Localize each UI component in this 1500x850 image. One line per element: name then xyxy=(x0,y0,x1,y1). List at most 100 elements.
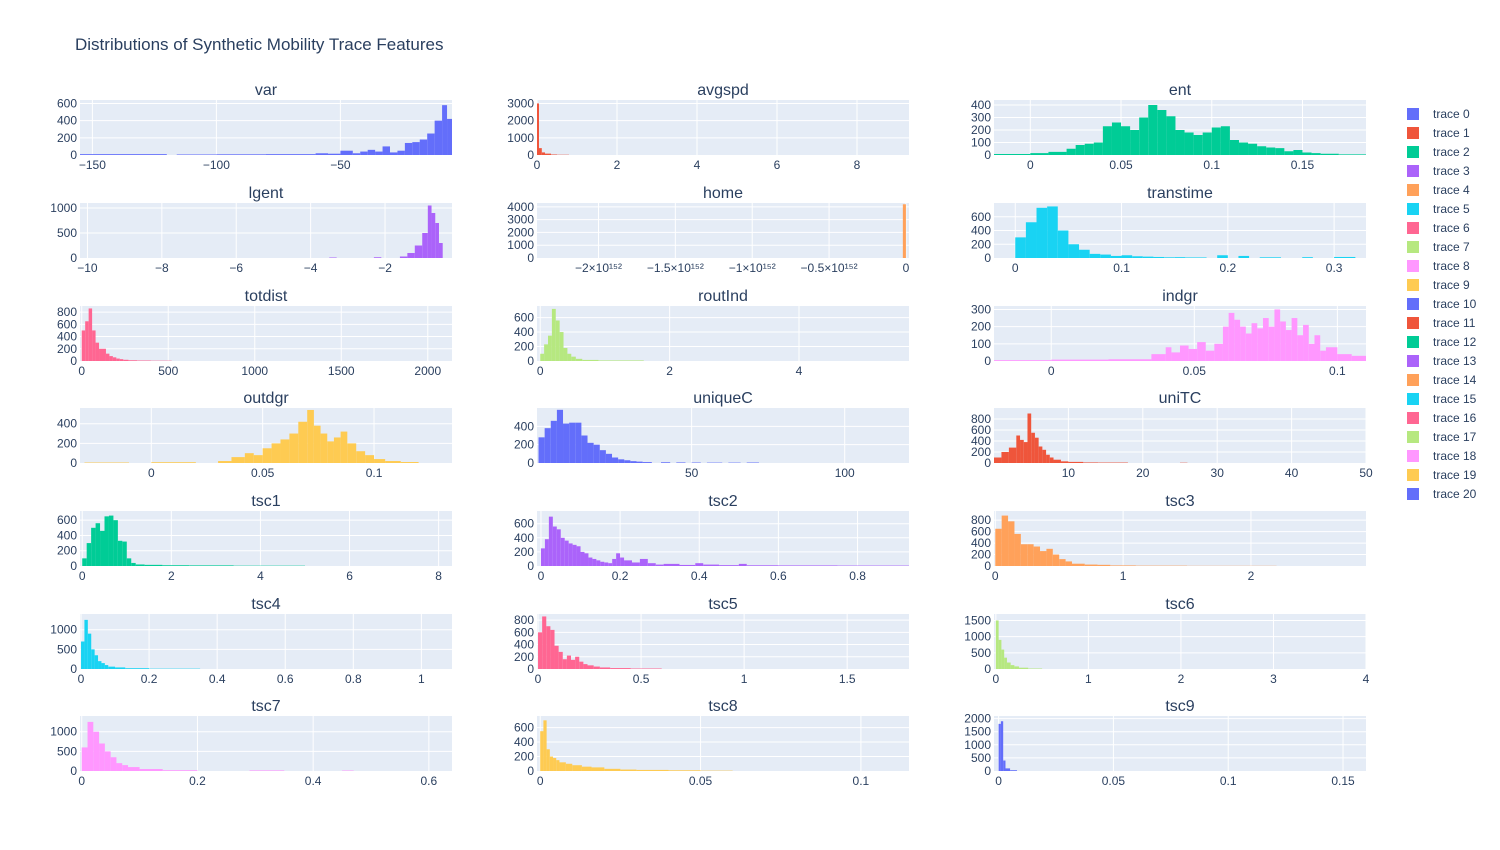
subplot-title: tsc3 xyxy=(1165,493,1194,510)
legend-item[interactable]: trace 5 xyxy=(1407,202,1470,216)
plot-area xyxy=(537,306,909,361)
figure-title: Distributions of Synthetic Mobility Trac… xyxy=(75,35,443,54)
x-tick-label: 0.15 xyxy=(1291,158,1315,172)
histogram-bar xyxy=(591,767,605,771)
histogram-bar xyxy=(1089,253,1101,258)
legend-item[interactable]: trace 16 xyxy=(1407,411,1477,425)
x-tick-label: 0.15 xyxy=(1331,774,1355,788)
histogram-bar xyxy=(1337,354,1352,361)
histogram-bar xyxy=(1284,151,1294,155)
legend-item[interactable]: trace 10 xyxy=(1407,297,1477,311)
legend-swatch xyxy=(1407,488,1419,500)
histogram-bar xyxy=(92,330,96,361)
histogram-bar xyxy=(1025,222,1037,258)
histogram-bar xyxy=(679,564,696,566)
legend-item[interactable]: trace 14 xyxy=(1407,373,1477,387)
histogram-bar xyxy=(1020,439,1024,463)
y-tick-label: 0 xyxy=(527,559,534,573)
histogram-bar xyxy=(382,146,390,155)
histogram-bar xyxy=(1259,257,1281,258)
legend-swatch xyxy=(1407,108,1419,120)
y-tick-label: 0 xyxy=(984,764,991,778)
histogram-bar xyxy=(1065,561,1072,566)
histogram-bar xyxy=(560,537,565,566)
plot-area xyxy=(537,614,909,669)
legend-item[interactable]: trace 12 xyxy=(1407,335,1477,349)
histogram-bar xyxy=(1303,324,1309,361)
legend-label: trace 15 xyxy=(1433,392,1477,406)
histogram-bar xyxy=(587,442,594,463)
legend-item[interactable]: trace 2 xyxy=(1407,145,1470,159)
legend-item[interactable]: trace 7 xyxy=(1407,240,1470,254)
histogram-bar xyxy=(559,332,564,361)
legend[interactable]: trace 0 trace 1 trace 2 trace 3 trace 4 trace… xyxy=(1407,107,1477,501)
histogram-bar xyxy=(1027,413,1032,463)
histogram-bar xyxy=(1034,437,1039,463)
histogram-bar xyxy=(151,462,196,463)
histogram-bar xyxy=(636,461,643,463)
x-tick-label: −150 xyxy=(79,158,106,172)
y-tick-label: 200 xyxy=(57,544,77,558)
histogram-bar xyxy=(1222,326,1229,361)
legend-item[interactable]: trace 9 xyxy=(1407,278,1470,292)
legend-label: trace 6 xyxy=(1433,221,1470,235)
legend-label: trace 2 xyxy=(1433,145,1470,159)
histogram-bar xyxy=(104,665,109,669)
histogram-bar xyxy=(549,756,554,771)
legend-item[interactable]: trace 4 xyxy=(1407,183,1470,197)
histogram-bar xyxy=(328,153,341,155)
histogram-bar xyxy=(1251,323,1258,361)
legend-item[interactable]: trace 0 xyxy=(1407,107,1470,121)
histogram-bar xyxy=(544,428,551,463)
histogram-bar xyxy=(610,668,631,669)
x-tick-label: 0.8 xyxy=(849,569,866,583)
histogram-bar xyxy=(1205,350,1215,361)
legend-item[interactable]: trace 13 xyxy=(1407,354,1477,368)
legend-item[interactable]: trace 19 xyxy=(1407,468,1477,482)
histogram-bar xyxy=(80,154,167,155)
histogram-bar xyxy=(1202,132,1212,155)
legend-item[interactable]: trace 6 xyxy=(1407,221,1470,235)
histogram-bar xyxy=(144,564,163,566)
y-tick-label: 0 xyxy=(527,251,534,265)
x-tick-label: 0.6 xyxy=(770,569,787,583)
legend-item[interactable]: trace 17 xyxy=(1407,430,1477,444)
legend-item[interactable]: trace 8 xyxy=(1407,259,1470,273)
histogram-bar xyxy=(289,433,299,463)
legend-item[interactable]: trace 15 xyxy=(1407,392,1477,406)
x-tick-label: 4 xyxy=(796,364,803,378)
histogram-bar xyxy=(399,256,408,258)
y-tick-label: 0 xyxy=(984,559,991,573)
legend-item[interactable]: trace 3 xyxy=(1407,164,1470,178)
y-tick-label: 500 xyxy=(971,751,991,765)
subplot-title: outdgr xyxy=(243,390,289,407)
legend-label: trace 5 xyxy=(1433,202,1470,216)
histogram-bar xyxy=(552,526,557,566)
y-tick-label: 200 xyxy=(971,548,991,562)
histogram-bar xyxy=(624,460,631,463)
legend-label: trace 1 xyxy=(1433,126,1470,140)
histogram-bar xyxy=(1197,342,1206,361)
subplot-title: tsc8 xyxy=(708,698,737,715)
x-tick-label: 1 xyxy=(1085,672,1092,686)
legend-item[interactable]: trace 11 xyxy=(1407,316,1476,330)
histogram-bar xyxy=(112,357,117,361)
legend-item[interactable]: trace 1 xyxy=(1407,126,1470,140)
legend-item[interactable]: trace 18 xyxy=(1407,449,1477,463)
histogram-bar xyxy=(1083,462,1099,463)
histogram-bar xyxy=(1030,153,1049,155)
histogram-bar xyxy=(95,523,101,566)
x-tick-label: 0.05 xyxy=(1109,158,1133,172)
x-tick-label: 0 xyxy=(78,774,85,788)
histogram-bar xyxy=(580,551,585,566)
y-tick-label: 400 xyxy=(971,536,991,550)
histogram-bar xyxy=(620,557,625,566)
y-tick-label: 0 xyxy=(984,662,991,676)
legend-item[interactable]: trace 20 xyxy=(1407,487,1477,501)
y-tick-label: 2000 xyxy=(507,225,534,239)
y-tick-label: 300 xyxy=(971,302,991,316)
y-tick-label: 3000 xyxy=(507,96,534,110)
subplot-title: var xyxy=(255,82,278,99)
